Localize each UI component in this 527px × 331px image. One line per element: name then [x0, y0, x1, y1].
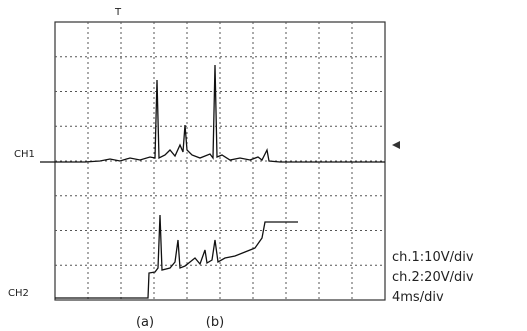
marker-b: (b) — [206, 315, 224, 330]
ch2-label: CH2 — [8, 288, 29, 299]
trigger-marker: T — [114, 7, 122, 18]
marker-a: (a) — [136, 315, 154, 330]
grid — [55, 22, 385, 300]
ch2-scale: ch.2:20V/div — [392, 270, 474, 285]
level-marker — [392, 141, 400, 149]
oscilloscope-figure: T CH1 CH2 ch.1:10V/div ch.2:20V/div 4ms/… — [0, 0, 527, 331]
ch2-trace — [55, 215, 298, 298]
ch1-scale: ch.1:10V/div — [392, 250, 474, 265]
ch1-label: CH1 — [14, 149, 35, 160]
ch1-trace — [40, 65, 385, 162]
time-scale: 4ms/div — [392, 290, 444, 305]
